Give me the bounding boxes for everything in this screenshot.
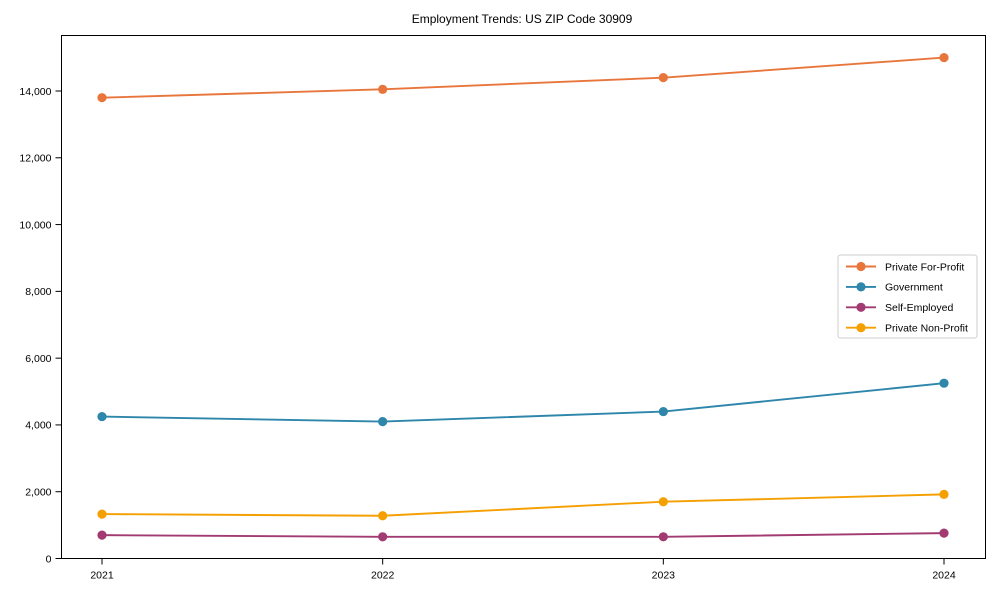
legend-marker-private-for-profit — [856, 261, 866, 272]
plot-border — [61, 35, 986, 559]
series-line-private-for-profit — [101, 56, 945, 99]
data-point-private-non-profit-2022 — [378, 511, 388, 521]
legend-label-government: Government — [885, 282, 943, 294]
series-line-private-non-profit — [101, 493, 945, 517]
legend-marker-self-employed — [856, 302, 866, 312]
series-line-self-employed — [101, 532, 945, 538]
legend-marker-private-non-profit — [856, 323, 866, 333]
y-tick-label: 0 — [46, 553, 52, 565]
chart-title: Employment Trends: US ZIP Code 30909 — [412, 12, 633, 26]
x-tick-label: 2022 — [371, 570, 395, 582]
y-tick-label: 10,000 — [19, 219, 51, 231]
y-tick-label: 8,000 — [25, 286, 51, 298]
x-tick-label: 2023 — [652, 570, 676, 582]
series-line-government — [101, 382, 945, 423]
legend-label-self-employed: Self-Employed — [885, 302, 953, 314]
data-point-private-for-profit-2021 — [97, 93, 107, 103]
data-point-private-for-profit-2024 — [939, 53, 949, 63]
legend-label-private-for-profit: Private For-Profit — [885, 261, 964, 273]
data-point-self-employed-2023 — [658, 532, 668, 542]
y-tick-label: 6,000 — [25, 353, 51, 365]
data-point-government-2021 — [97, 411, 107, 422]
data-point-self-employed-2021 — [97, 530, 107, 540]
data-point-private-non-profit-2024 — [939, 489, 949, 499]
data-point-self-employed-2024 — [939, 528, 949, 538]
data-point-private-non-profit-2021 — [97, 509, 107, 519]
data-point-self-employed-2022 — [378, 532, 388, 542]
data-point-private-for-profit-2023 — [658, 73, 668, 83]
data-point-government-2022 — [378, 416, 388, 427]
data-point-private-non-profit-2023 — [658, 497, 668, 507]
y-tick-label: 2,000 — [25, 487, 51, 499]
y-tick-label: 14,000 — [19, 86, 51, 98]
data-point-private-for-profit-2022 — [378, 84, 388, 94]
x-tick-label: 2021 — [90, 570, 114, 582]
legend-marker-government — [856, 282, 866, 292]
y-tick-label: 12,000 — [19, 153, 51, 165]
data-point-government-2024 — [939, 378, 949, 388]
x-tick-label: 2024 — [932, 570, 956, 582]
y-tick-label: 4,000 — [25, 420, 51, 432]
data-point-government-2023 — [658, 406, 668, 417]
legend-box — [837, 254, 978, 339]
legend-label-private-non-profit: Private Non-Profit — [885, 323, 968, 335]
